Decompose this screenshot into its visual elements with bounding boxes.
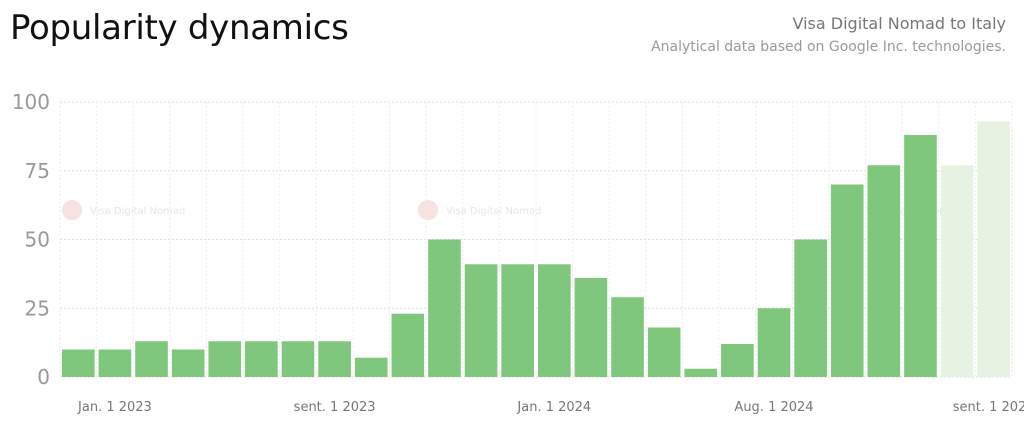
bar xyxy=(281,341,315,377)
bar xyxy=(464,264,498,377)
x-tick-label: sent. 1 2023 xyxy=(294,400,376,415)
bar xyxy=(391,313,425,377)
bar xyxy=(208,341,242,377)
bar xyxy=(171,349,205,377)
x-tick-label: Aug. 1 2024 xyxy=(734,400,813,415)
watermark-text: Visa Digital Nomad xyxy=(446,206,541,217)
bar xyxy=(757,308,791,377)
y-tick-label: 50 xyxy=(25,228,50,252)
watermark-logo-icon xyxy=(62,200,82,220)
bar xyxy=(721,344,754,377)
bar xyxy=(318,341,351,377)
x-axis: Jan. 1 2023 sent. 1 2023 Jan. 1 2024 Aug. 1… xyxy=(77,400,1024,415)
bar xyxy=(428,239,461,377)
x-tick-label: Jan. 1 2024 xyxy=(516,400,591,415)
watermark-logo-icon xyxy=(418,200,438,220)
bar xyxy=(538,264,571,377)
y-axis: 0 25 50 75 100 xyxy=(12,90,50,389)
bar xyxy=(501,264,534,377)
bar xyxy=(647,327,681,377)
watermark-text: Visa Digital Nomad xyxy=(90,206,185,217)
bar-forecast xyxy=(977,121,1010,377)
chart-meta: Visa Digital Nomad to Italy Analytical d… xyxy=(651,14,1006,55)
chart-subtitle: Visa Digital Nomad to Italy xyxy=(792,14,1007,33)
y-tick-label: 25 xyxy=(25,296,50,320)
bar xyxy=(354,357,388,377)
bar xyxy=(245,341,278,377)
bar xyxy=(62,349,95,377)
x-tick-label: sent. 1 2024 xyxy=(953,400,1024,415)
bars-group xyxy=(62,121,1010,377)
bar xyxy=(684,368,718,377)
bar xyxy=(574,278,608,377)
chart-title: Popularity dynamics xyxy=(10,8,349,48)
bar xyxy=(135,341,168,377)
bar xyxy=(794,239,827,377)
bar xyxy=(904,135,937,377)
x-tick-label: Jan. 1 2023 xyxy=(77,400,152,415)
y-tick-label: 75 xyxy=(25,159,50,183)
bar xyxy=(611,297,644,377)
y-tick-label: 100 xyxy=(12,90,50,114)
data-source-note: Analytical data based on Google Inc. tec… xyxy=(651,39,1006,55)
bar-forecast xyxy=(940,165,974,377)
bar xyxy=(98,349,132,377)
bar xyxy=(867,165,901,377)
bar xyxy=(830,184,864,377)
y-tick-label: 0 xyxy=(37,365,50,389)
